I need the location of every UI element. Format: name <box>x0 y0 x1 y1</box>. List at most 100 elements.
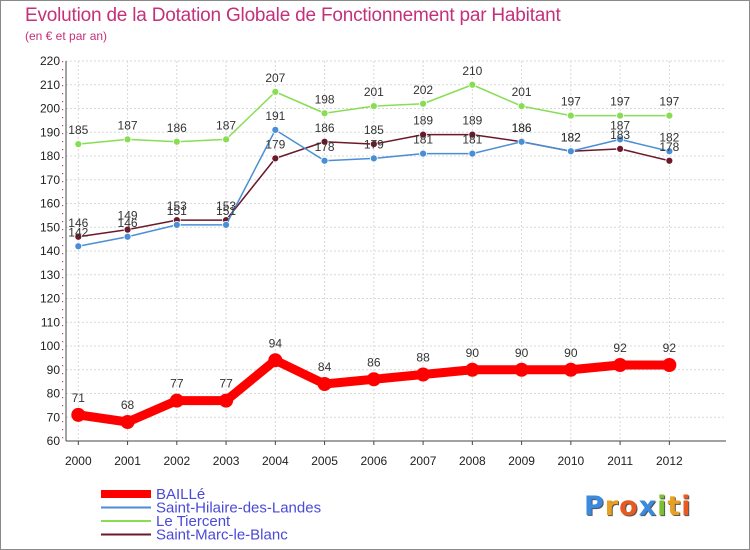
data-label: 201 <box>364 85 384 99</box>
y-tick-label: 170 <box>40 173 60 187</box>
data-label: 186 <box>315 121 335 135</box>
series-point-2 <box>271 87 280 96</box>
series-point-1 <box>271 125 280 134</box>
series-point-1 <box>517 137 526 146</box>
series-point-1 <box>74 242 83 251</box>
y-tick-label: 100 <box>40 339 60 353</box>
logo-letter: i <box>657 491 668 522</box>
axis-dot <box>62 197 64 199</box>
data-label: 88 <box>416 351 430 365</box>
series-point-0 <box>416 367 431 382</box>
data-label: 151 <box>167 204 187 218</box>
x-tick-label: 2011 <box>607 454 633 468</box>
series-point-0 <box>563 362 578 377</box>
series-point-2 <box>566 111 575 120</box>
data-label: 191 <box>265 109 285 123</box>
series-point-2 <box>468 80 477 89</box>
data-label: 77 <box>170 377 184 391</box>
axis-dot <box>62 317 64 319</box>
x-tick-label: 2009 <box>508 454 535 468</box>
axis-dot <box>62 109 64 111</box>
logo-letter: r <box>604 491 620 522</box>
logo-letter: t <box>667 491 682 522</box>
axis-dot <box>62 341 64 343</box>
data-label: 181 <box>413 133 433 147</box>
series-point-1 <box>419 149 427 158</box>
axis-dot <box>62 61 64 63</box>
legend-entry: Saint-Hilaire-des-Landes <box>156 500 321 517</box>
data-label: 92 <box>613 341 627 355</box>
series-point-0 <box>366 372 381 387</box>
axis-dot <box>62 269 64 271</box>
chart-title: Evolution de la Dotation Globale de Fonc… <box>25 5 561 26</box>
data-label: 182 <box>561 130 581 144</box>
axis-dot <box>62 245 64 247</box>
series-point-3 <box>369 140 378 149</box>
series-point-2 <box>419 99 427 108</box>
series-point-2 <box>616 111 625 120</box>
data-label: 197 <box>561 95 581 109</box>
axis-dot <box>62 77 64 79</box>
x-tick-label: 2006 <box>360 454 387 468</box>
axes <box>62 61 726 445</box>
data-label: 186 <box>512 121 532 135</box>
axis-dot <box>62 181 64 183</box>
data-label: 201 <box>512 85 532 99</box>
axis-dot <box>62 237 64 239</box>
series-point-0 <box>268 353 283 368</box>
series-point-3 <box>468 130 477 139</box>
data-label: 94 <box>269 336 283 350</box>
axis-dot <box>62 125 64 127</box>
data-label: 68 <box>121 398 135 412</box>
axis-dot <box>62 189 64 191</box>
x-tick-labels: 2000 2001 2002 2003 2004 2005 2006 2007 2008 2009… <box>65 454 683 468</box>
axis-dot <box>62 205 64 207</box>
data-label: 92 <box>663 341 677 355</box>
x-tick-label: 2007 <box>410 454 437 468</box>
data-label: 178 <box>659 140 679 154</box>
data-label: 202 <box>413 83 433 97</box>
data-label: 186 <box>512 121 532 135</box>
series-point-1 <box>616 135 625 144</box>
series-point-1 <box>468 149 477 158</box>
series-point-3 <box>320 137 329 146</box>
data-label: 207 <box>265 71 285 85</box>
chart-subtitle: (en € et par an) <box>25 29 108 43</box>
x-tick-label: 2012 <box>656 454 683 468</box>
axis-dot <box>62 373 64 375</box>
axis-dot <box>62 301 64 303</box>
axis-dot <box>62 157 64 159</box>
series-point-1 <box>123 232 132 241</box>
axis-dot <box>62 229 64 231</box>
series-point-3 <box>616 144 625 153</box>
axis-dot <box>62 437 64 439</box>
data-label: 151 <box>216 204 236 218</box>
y-tick-label: 140 <box>40 244 60 258</box>
data-label: 183 <box>610 128 630 142</box>
data-label: 84 <box>318 360 332 374</box>
axis-dot <box>62 253 64 255</box>
data-label: 77 <box>219 377 233 391</box>
series-point-3 <box>419 130 427 139</box>
axis-dot <box>62 421 64 423</box>
axis-dot <box>62 69 64 71</box>
data-label: 146 <box>118 216 138 230</box>
data-label: 187 <box>216 118 236 132</box>
axis-dot <box>62 349 64 351</box>
series-point-2 <box>517 102 526 111</box>
series-point-3 <box>271 154 280 163</box>
axis-dot <box>62 365 64 367</box>
series-point-1 <box>320 156 329 165</box>
data-label: 197 <box>610 95 630 109</box>
y-tick-label: 190 <box>40 125 60 139</box>
logo-letter: i <box>681 491 692 522</box>
axis-dot <box>62 221 64 223</box>
y-tick-label: 110 <box>41 315 60 329</box>
data-label: 189 <box>462 114 482 128</box>
x-tick-label: 2008 <box>459 454 486 468</box>
y-tick-label: 90 <box>47 363 61 377</box>
axis-dot <box>62 165 64 167</box>
data-label: 186 <box>167 121 187 135</box>
